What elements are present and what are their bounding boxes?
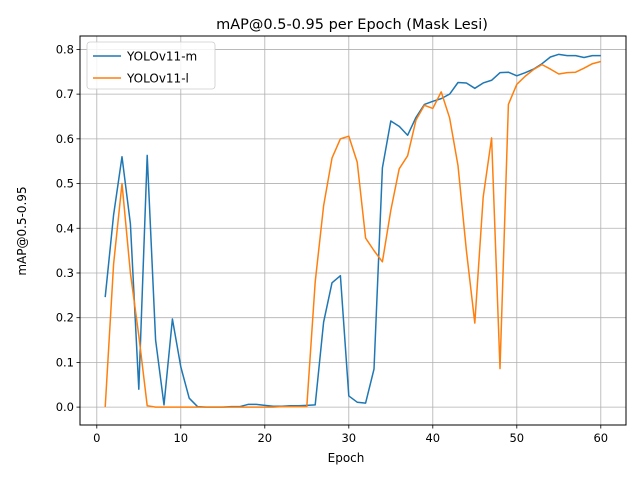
y-tick-label: 0.1 xyxy=(56,355,74,369)
x-tick-label: 20 xyxy=(257,431,272,445)
x-axis-label: Epoch xyxy=(328,451,365,465)
x-tick-label: 10 xyxy=(173,431,188,445)
x-tick-label: 0 xyxy=(93,431,100,445)
series-lines xyxy=(104,53,601,408)
y-tick-label: 0.7 xyxy=(56,87,74,101)
x-tick-label: 60 xyxy=(593,431,608,445)
y-tick-label: 0.4 xyxy=(56,221,74,235)
legend-label: YOLOv11-l xyxy=(126,72,189,86)
plot-frame xyxy=(79,35,627,426)
chart-title: mAP@0.5-0.95 per Epoch (Mask Lesi) xyxy=(216,17,488,33)
series-line-0 xyxy=(104,53,601,408)
y-axis-label: mAP@0.5-0.95 xyxy=(15,186,29,275)
legend-label: YOLOv11-m xyxy=(126,50,197,64)
series-line-1 xyxy=(104,60,601,408)
x-tick-label: 30 xyxy=(341,431,356,445)
y-tick-label: 0.0 xyxy=(56,400,74,414)
axis-ticks: 0 10 20 30 40 50 60 0.0 0.1 0.2 0.3 0.4 0.5 0.6 0.7 0.8 xyxy=(56,42,608,445)
y-tick-label: 0.8 xyxy=(56,42,74,56)
y-tick-label: 0.2 xyxy=(56,311,74,325)
x-tick-label: 50 xyxy=(509,431,524,445)
y-tick-label: 0.6 xyxy=(56,132,74,146)
legend: YOLOv11-m YOLOv11-l xyxy=(86,41,216,90)
x-tick-label: 40 xyxy=(425,431,440,445)
y-tick-label: 0.5 xyxy=(56,177,74,191)
y-tick-label: 0.3 xyxy=(56,266,74,280)
